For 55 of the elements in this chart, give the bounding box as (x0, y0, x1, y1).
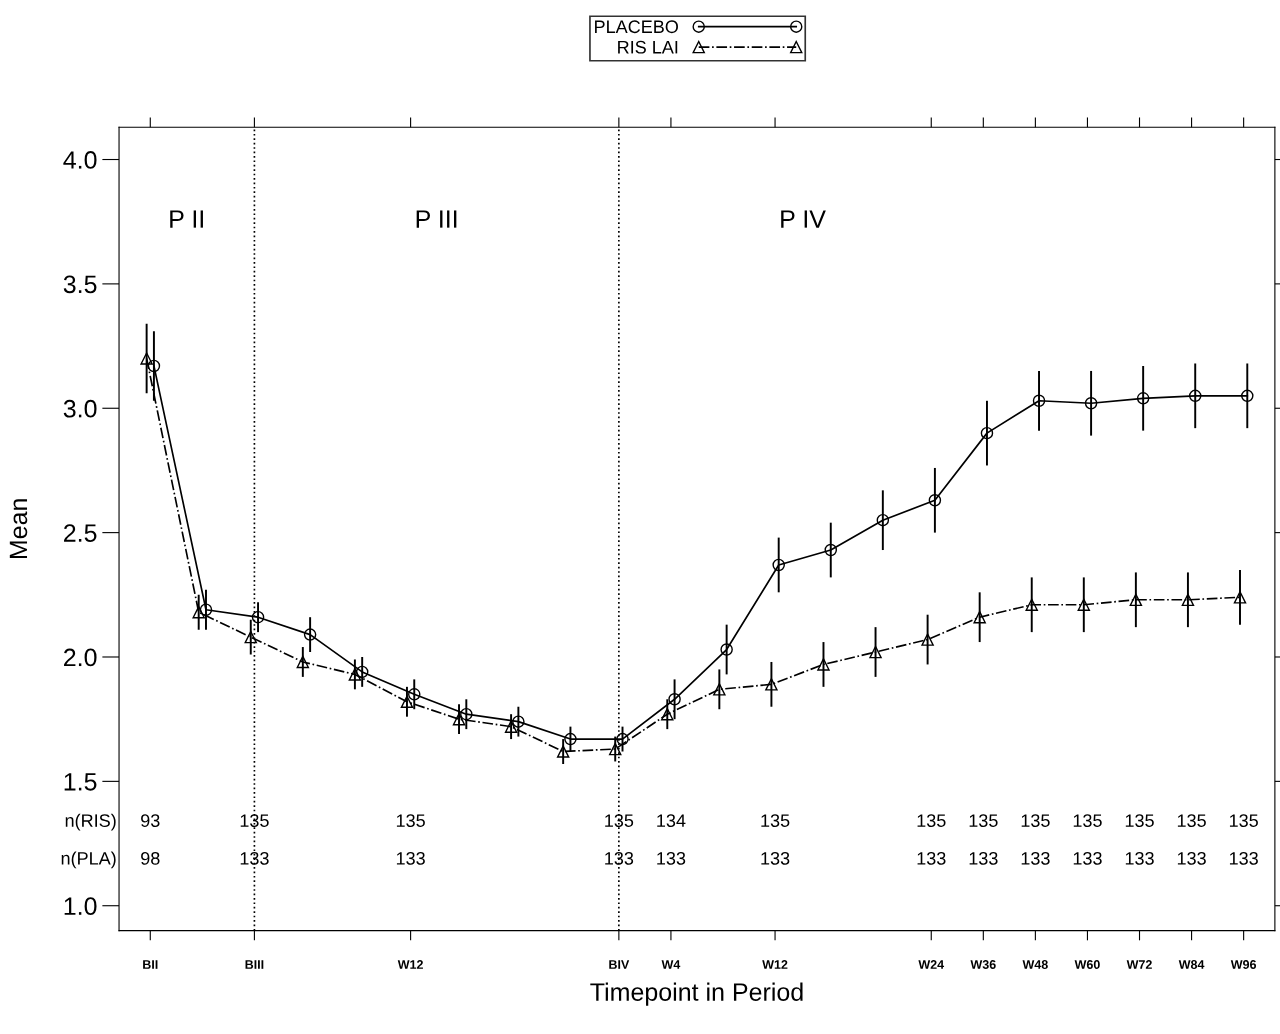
y-tick-label: 1.5 (64, 773, 97, 791)
annotation: 133 (1073, 851, 1102, 865)
annotation: P IV (781, 210, 826, 228)
annotation: 133 (396, 851, 425, 865)
annotation: 133 (1229, 851, 1258, 865)
annotation: 135 (605, 814, 634, 827)
x-tick-label: W72 (1126, 960, 1152, 969)
annotation: 135 (1073, 814, 1102, 827)
y-tick-label: 3.5 (63, 275, 97, 294)
x-tick-label: W96 (1230, 960, 1257, 969)
annotation: 98 (141, 851, 160, 865)
annotation: 135 (969, 814, 998, 827)
x-tick-label: BIII (245, 960, 264, 969)
annotation: P III (416, 210, 457, 228)
annotation: 133 (1125, 851, 1154, 865)
x-tick-label: BIV (609, 960, 630, 969)
annotation: 133 (1177, 851, 1206, 865)
annotation: 133 (761, 851, 790, 865)
annotation: P II (170, 210, 203, 228)
y-tick-label: 2.0 (64, 648, 97, 667)
x-tick-label: W4 (661, 960, 681, 969)
annotation: 93 (141, 814, 160, 827)
text: n(PLA) (61, 851, 116, 869)
x-tick-label: W84 (1178, 960, 1205, 969)
x-tick-label: W12 (762, 960, 788, 969)
annotation: 135 (1229, 814, 1258, 827)
annotation: 135 (396, 814, 425, 827)
x-tick-label: W12 (397, 960, 423, 969)
annotation: 133 (1021, 851, 1050, 865)
x-tick-label: W60 (1074, 960, 1100, 969)
annotation: 133 (969, 851, 998, 865)
annotation: 135 (1021, 814, 1050, 827)
y-axis-title: Mean (9, 499, 28, 559)
text: n(RIS) (65, 813, 116, 831)
x-tick-label: W36 (970, 960, 996, 969)
annotation: 135 (1177, 814, 1206, 827)
x-tick-label: W48 (1022, 960, 1048, 969)
annotation: 134 (657, 814, 686, 827)
y-tick-label: 2.5 (64, 524, 97, 542)
annotation: 135 (761, 814, 790, 827)
annotation: 133 (240, 851, 269, 865)
legend-label: RIS LAI (618, 40, 678, 54)
y-tick-label: 3.0 (63, 399, 97, 418)
annotation: 135 (917, 814, 946, 827)
annotation: 135 (1125, 814, 1154, 827)
x-tick-label: W24 (918, 960, 945, 969)
y-tick-label: 4.0 (63, 151, 97, 169)
annotation: 133 (605, 851, 634, 865)
annotation: 133 (917, 851, 946, 865)
y-tick-label: 1.0 (64, 897, 97, 916)
x-axis-title: Timepoint in Period (590, 982, 803, 1006)
annotation: 135 (240, 814, 269, 827)
legend-label: PLACEBO (595, 20, 678, 34)
annotation: 133 (657, 851, 686, 865)
x-tick-label: BII (143, 960, 158, 969)
